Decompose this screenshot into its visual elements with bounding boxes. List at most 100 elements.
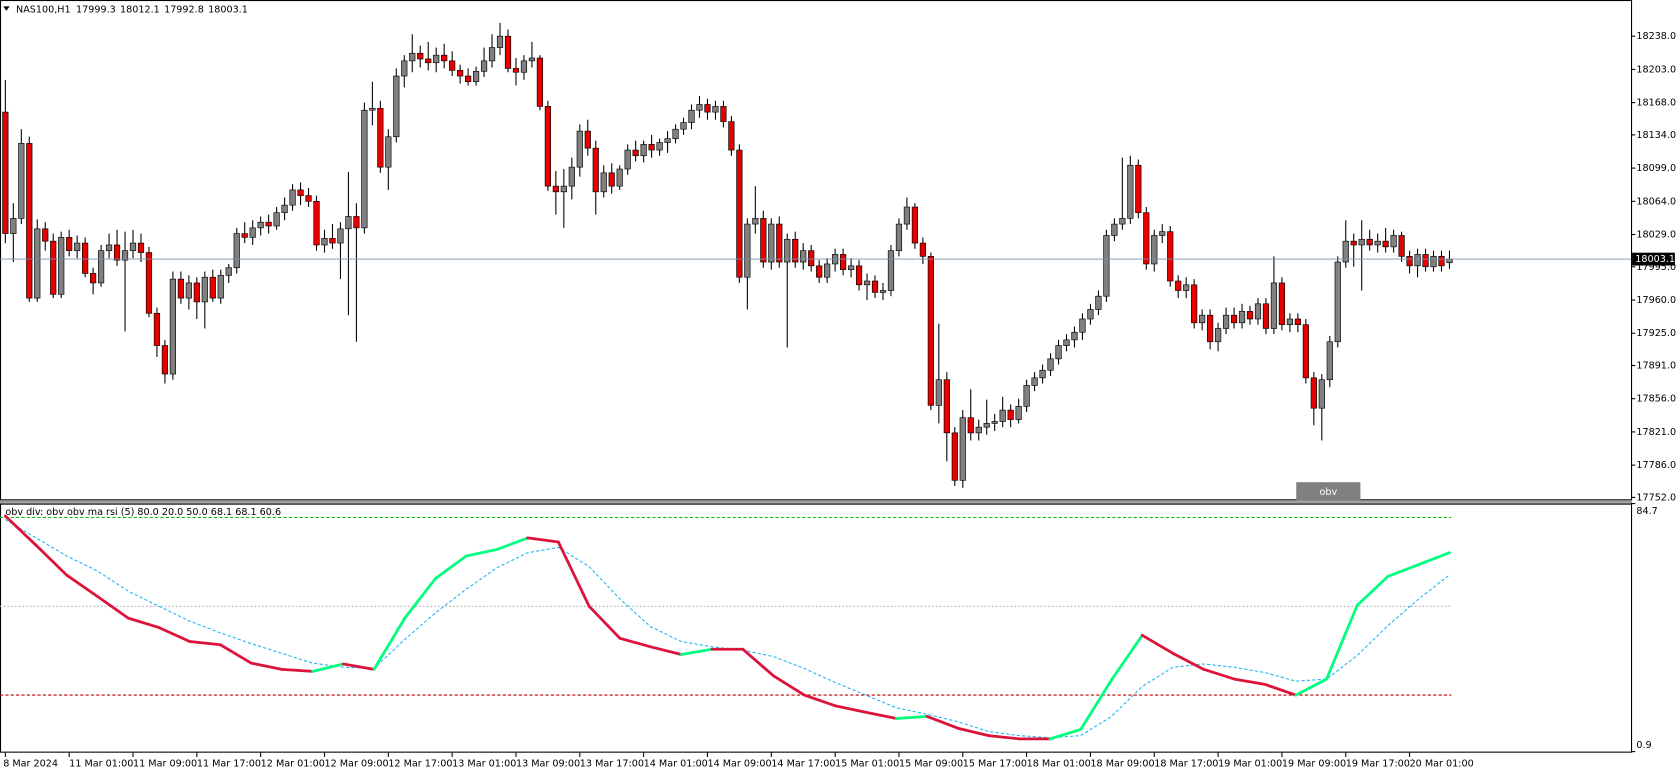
- candle-body: [225, 267, 232, 276]
- candle-body: [887, 250, 895, 291]
- candle-body: [871, 280, 879, 293]
- current-price-label: 18003.1: [1635, 254, 1675, 265]
- rsi-segment: [1294, 677, 1328, 697]
- x-tick-label: 13 Mar 01:00: [452, 758, 516, 769]
- candle-body: [1270, 282, 1278, 329]
- rsi-segment: [1232, 677, 1267, 686]
- candle-body: [576, 130, 583, 168]
- x-tick-label: 18 Mar 01:00: [1027, 758, 1091, 769]
- panel-separator: [0, 500, 1633, 504]
- candle-body: [1103, 235, 1110, 297]
- candle-body: [943, 379, 950, 434]
- candle-body: [273, 212, 280, 227]
- candle-body: [736, 149, 743, 278]
- indicator-title: obv div: obv obv ma rsi (5) 80.0 20.0 50…: [5, 507, 281, 518]
- candle-body: [472, 70, 480, 83]
- candle-body: [1422, 254, 1429, 268]
- candle-body: [1334, 261, 1341, 343]
- obv-button[interactable]: [1296, 482, 1361, 501]
- candle-body: [465, 75, 472, 83]
- candle-body: [1151, 235, 1158, 265]
- candle-body: [297, 189, 304, 196]
- candle-body: [137, 242, 145, 253]
- candle-body: [927, 256, 934, 406]
- candle-body: [1254, 303, 1262, 320]
- chart-header: NAS100,H1 17999.3 18012.1 17992.8 18003.1: [16, 5, 248, 16]
- rsi-segment: [679, 647, 714, 656]
- candle-body: [696, 104, 703, 111]
- rsi-segment: [1325, 603, 1359, 681]
- candle-body: [425, 58, 432, 64]
- candle-body: [784, 238, 791, 263]
- x-tick-label: 14 Mar 01:00: [644, 758, 708, 769]
- rsi-segment: [188, 640, 222, 647]
- candle-body: [504, 35, 512, 69]
- candle-body: [1222, 314, 1230, 329]
- candle-body: [1398, 235, 1405, 257]
- candle-body: [616, 168, 623, 187]
- candle-body: [209, 276, 216, 299]
- candle-body: [177, 278, 184, 299]
- candle-body: [863, 280, 871, 286]
- rsi-segment: [65, 573, 99, 598]
- candle-body: [313, 200, 320, 246]
- candle-body: [600, 172, 607, 193]
- obv-button-label[interactable]: obv: [1320, 487, 1338, 498]
- candle-body: [1135, 164, 1142, 214]
- y-tick-label: 18134.0: [1636, 130, 1676, 141]
- x-tick-label: 12 Mar 01:00: [261, 758, 325, 769]
- candle-body: [50, 240, 57, 295]
- candle-body: [409, 52, 416, 62]
- rsi-segment: [772, 674, 806, 697]
- x-tick-label: 20 Mar 01:00: [1410, 758, 1474, 769]
- candle-body: [760, 218, 767, 263]
- candle-body: [58, 237, 65, 295]
- rsi-segment: [987, 734, 1021, 741]
- candle-body: [1382, 240, 1389, 248]
- candle-body: [26, 143, 33, 299]
- y-tick-label: 17891.0: [1636, 360, 1676, 371]
- candle-body: [1079, 318, 1086, 333]
- candle-body: [1438, 256, 1445, 267]
- candle-body: [1414, 254, 1421, 267]
- candle-body: [90, 273, 97, 284]
- candle-body: [113, 244, 121, 261]
- symbol-menu-arrow[interactable]: [3, 6, 10, 11]
- x-tick-label: 15 Mar 01:00: [835, 758, 899, 769]
- y-tick-label: 17960.0: [1636, 295, 1676, 306]
- candle-body: [129, 242, 137, 251]
- rsi-segment: [96, 595, 130, 620]
- rsi-segment: [956, 726, 990, 738]
- candle-body: [169, 278, 176, 375]
- candle-body: [991, 421, 998, 424]
- candle-body: [305, 195, 312, 202]
- candle-body: [1238, 311, 1246, 324]
- candle-body: [401, 60, 408, 77]
- open: 17999.3: [76, 5, 116, 16]
- candle-body: [337, 228, 344, 244]
- candle-body: [648, 144, 655, 151]
- candle-body: [10, 218, 17, 234]
- candle-body: [1119, 218, 1126, 225]
- rsi-segment: [864, 710, 898, 720]
- candle-body: [792, 238, 799, 263]
- rsi-segment: [311, 662, 345, 673]
- rsi-segment: [341, 662, 376, 671]
- rsi-segment: [1110, 633, 1144, 682]
- x-tick-label: 19 Mar 01:00: [1218, 758, 1282, 769]
- rsi-segment: [649, 645, 683, 656]
- candle-body: [1318, 379, 1325, 409]
- candle-body: [528, 57, 536, 62]
- rsi-segment: [280, 667, 314, 673]
- rsi-segment: [495, 536, 530, 551]
- candle-body: [145, 252, 153, 314]
- rsi-segment: [1263, 683, 1298, 697]
- current-price-box: [1632, 252, 1675, 266]
- candle-body: [664, 138, 671, 143]
- candle-body: [752, 218, 759, 225]
- candle-body: [712, 106, 719, 113]
- candle-body: [185, 282, 192, 299]
- candle-body: [1446, 258, 1453, 264]
- candle-body: [82, 242, 89, 274]
